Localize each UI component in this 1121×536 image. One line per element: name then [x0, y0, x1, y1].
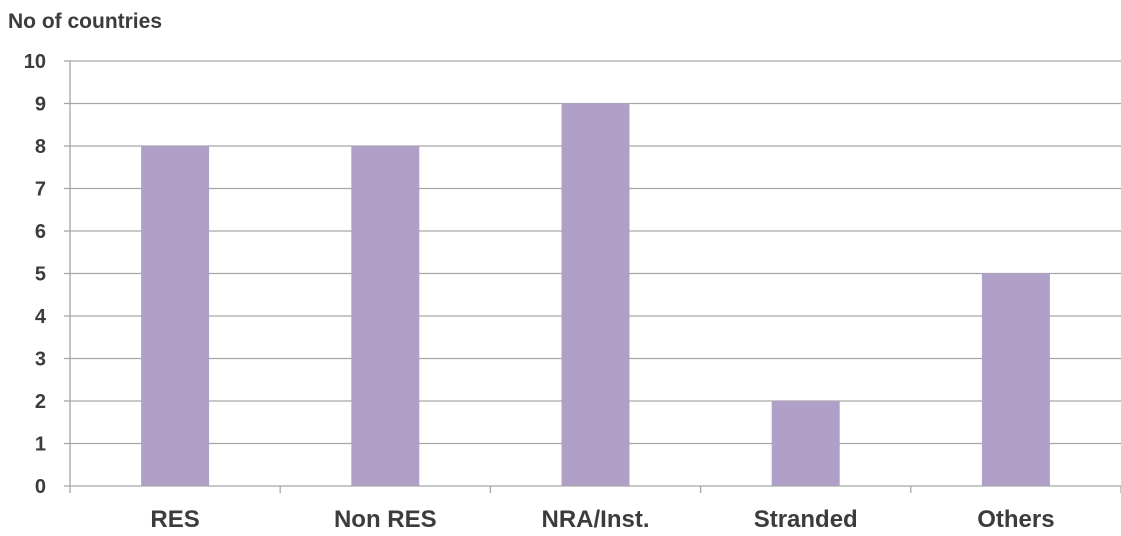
- y-tick-label: 7: [35, 179, 46, 201]
- x-tick-label: Others: [977, 506, 1054, 531]
- bar-stranded: [771, 401, 840, 486]
- bar-res: [141, 146, 210, 486]
- y-axis-title: No of countries: [8, 10, 163, 33]
- y-tick-label: 0: [35, 476, 46, 498]
- y-tick-label: 5: [35, 264, 46, 286]
- y-tick-label: 2: [35, 391, 46, 413]
- y-tick-label: 1: [35, 434, 46, 456]
- bar-nra-inst: [561, 103, 630, 486]
- x-tick-label: Stranded: [754, 506, 858, 531]
- x-tick-label: Non RES: [334, 506, 437, 531]
- y-tick-label: 8: [35, 136, 46, 158]
- y-tick-label: 4: [35, 306, 47, 328]
- y-tick-label: 6: [35, 221, 46, 243]
- y-tick-label: 9: [35, 94, 46, 116]
- x-tick-label: NRA/Inst.: [542, 506, 650, 531]
- y-tick-label: 10: [24, 51, 46, 73]
- bar-non-res: [351, 146, 420, 486]
- x-tick-label: RES: [150, 506, 199, 531]
- bar-others: [981, 273, 1050, 486]
- y-tick-label: 3: [35, 349, 46, 371]
